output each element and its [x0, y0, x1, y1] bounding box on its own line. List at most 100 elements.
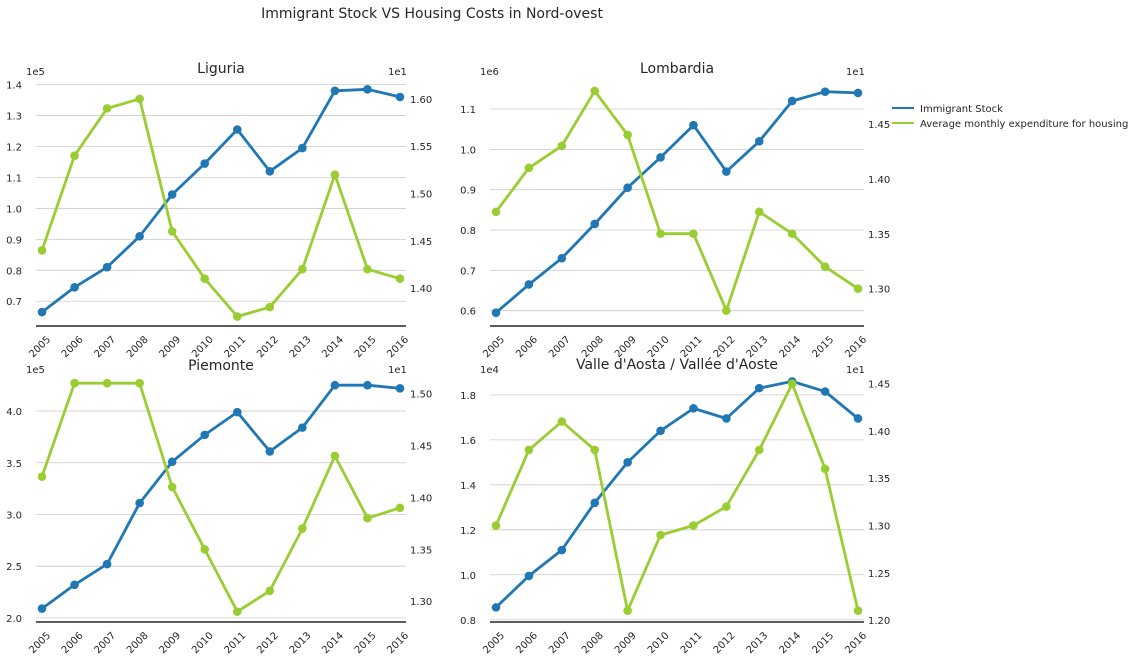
immigrant-stock-point — [200, 430, 210, 440]
left-tick-label: 1.2 — [6, 143, 22, 154]
housing-expenditure-point — [754, 207, 764, 217]
immigrant-stock-point — [491, 308, 501, 317]
housing-expenditure-point — [689, 521, 698, 530]
housing-expenditure-point — [656, 229, 665, 239]
immigrant-stock-point — [524, 571, 534, 581]
left-tick-label: 0.8 — [460, 226, 476, 237]
immigrant-stock-point — [557, 253, 567, 263]
x-tick-label: 2013 — [288, 334, 314, 360]
x-tick-label: 2007 — [92, 334, 118, 360]
housing-expenditure-point — [491, 207, 501, 217]
housing-expenditure-point — [265, 586, 275, 596]
immigrant-stock-point — [853, 414, 863, 423]
housing-expenditure-point — [853, 606, 863, 615]
x-tick-label: 2015 — [810, 630, 836, 656]
immigrant-stock-point — [135, 498, 144, 508]
right-tick-label: 1.60 — [410, 95, 432, 106]
housing-expenditure-line — [40, 97, 401, 318]
left-tick-label: 1.2 — [460, 526, 476, 537]
immigrant-stock-point — [330, 86, 340, 96]
housing-expenditure-point — [232, 312, 242, 321]
right-tick-label: 1.45 — [410, 441, 432, 452]
housing-expenditure-point — [363, 513, 372, 523]
immigrant-stock-point — [722, 414, 731, 423]
immigrant-stock-line — [41, 383, 401, 610]
legend-label: Average monthly expenditure for housing — [920, 119, 1128, 130]
x-tick-label: 2016 — [385, 334, 411, 360]
left-tick-label: 1.8 — [460, 391, 476, 402]
right-tick-label: 1.40 — [410, 284, 432, 295]
housing-expenditure-point — [853, 284, 863, 293]
x-tick-label: 2015 — [810, 334, 836, 360]
housing-expenditure-point — [395, 503, 405, 513]
right-tick-label: 1.35 — [410, 545, 432, 556]
immigrant-stock-point — [820, 387, 830, 396]
housing-expenditure-point — [689, 229, 698, 239]
immigrant-stock-point — [200, 159, 210, 168]
housing-expenditure-point — [820, 464, 830, 474]
immigrant-stock-point — [330, 380, 340, 390]
subplot-title: Liguria — [197, 61, 245, 77]
housing-expenditure-point — [330, 451, 340, 461]
left-tick-label: 0.8 — [460, 616, 476, 627]
immigrant-stock-point — [298, 423, 307, 432]
right-tick-label: 1.35 — [868, 474, 890, 485]
housing-expenditure-point — [524, 163, 534, 173]
left-tick-label: 1.0 — [6, 204, 22, 215]
x-tick-label: 2005 — [481, 630, 507, 656]
left-tick-label: 4.0 — [6, 407, 22, 418]
right-tick-label: 1.50 — [410, 190, 432, 201]
housing-expenditure-point — [787, 379, 797, 388]
left-tick-label: 1.4 — [460, 481, 476, 492]
immigrant-stock-point — [363, 380, 372, 390]
immigrant-stock-point — [265, 166, 275, 176]
housing-expenditure-point — [590, 86, 600, 96]
immigrant-stock-point — [37, 604, 47, 613]
x-tick-label: 2010 — [190, 334, 216, 360]
left-tick-label: 1.1 — [6, 173, 22, 184]
immigrant-stock-point — [787, 96, 797, 106]
housing-expenditure-point — [70, 151, 79, 160]
right-tick-label: 1.30 — [868, 522, 890, 533]
housing-expenditure-point — [102, 378, 112, 388]
x-tick-label: 2016 — [843, 630, 869, 656]
housing-expenditure-point — [200, 274, 210, 283]
x-tick-label: 2011 — [223, 334, 249, 360]
immigrant-stock-point — [37, 307, 47, 317]
x-tick-label: 2014 — [320, 334, 346, 360]
immigrant-stock-point — [623, 458, 632, 467]
housing-expenditure-point — [722, 306, 731, 315]
x-tick-label: 2005 — [27, 334, 53, 360]
x-tick-label: 2008 — [125, 630, 151, 656]
subplot-4: 0.8 1.0 1.2 1.4 1.6 1.8 1.20 1.25 1.30 1.35 1.40 1.… — [460, 357, 890, 656]
left-tick-label: 0.7 — [460, 266, 476, 277]
x-tick-label: 2016 — [385, 630, 411, 656]
housing-expenditure-point — [298, 264, 307, 274]
housing-expenditure-point — [491, 521, 501, 530]
x-tick-label: 2012 — [712, 630, 738, 656]
immigrant-stock-point — [70, 283, 79, 292]
x-tick-label: 2011 — [223, 630, 249, 656]
subplot-title: Piemonte — [188, 358, 254, 374]
subplot-title: Valle d'Aosta / Vallée d'Aoste — [576, 357, 778, 373]
housing-expenditure-point — [623, 606, 632, 615]
left-tick-label: 0.9 — [460, 186, 476, 197]
right-offset-label: 1e1 — [846, 67, 865, 78]
left-tick-label: 0.9 — [6, 235, 22, 246]
housing-expenditure-point — [265, 302, 275, 312]
right-tick-label: 1.45 — [868, 380, 890, 391]
housing-expenditure-point — [590, 445, 600, 455]
x-tick-label: 2006 — [514, 334, 540, 360]
immigrant-stock-point — [102, 262, 112, 272]
immigrant-stock-point — [70, 580, 79, 590]
x-tick-label: 2009 — [158, 334, 184, 360]
left-offset-label: 1e5 — [26, 365, 45, 376]
immigrant-stock-point — [232, 407, 242, 417]
x-tick-label: 2006 — [60, 630, 86, 656]
x-tick-label: 2016 — [843, 334, 869, 360]
right-tick-label: 1.45 — [410, 237, 432, 248]
x-tick-label: 2012 — [255, 334, 281, 360]
immigrant-stock-point — [689, 404, 698, 413]
left-tick-label: 1.6 — [460, 436, 476, 447]
